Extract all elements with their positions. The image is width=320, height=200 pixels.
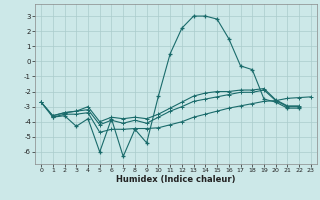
X-axis label: Humidex (Indice chaleur): Humidex (Indice chaleur) bbox=[116, 175, 236, 184]
